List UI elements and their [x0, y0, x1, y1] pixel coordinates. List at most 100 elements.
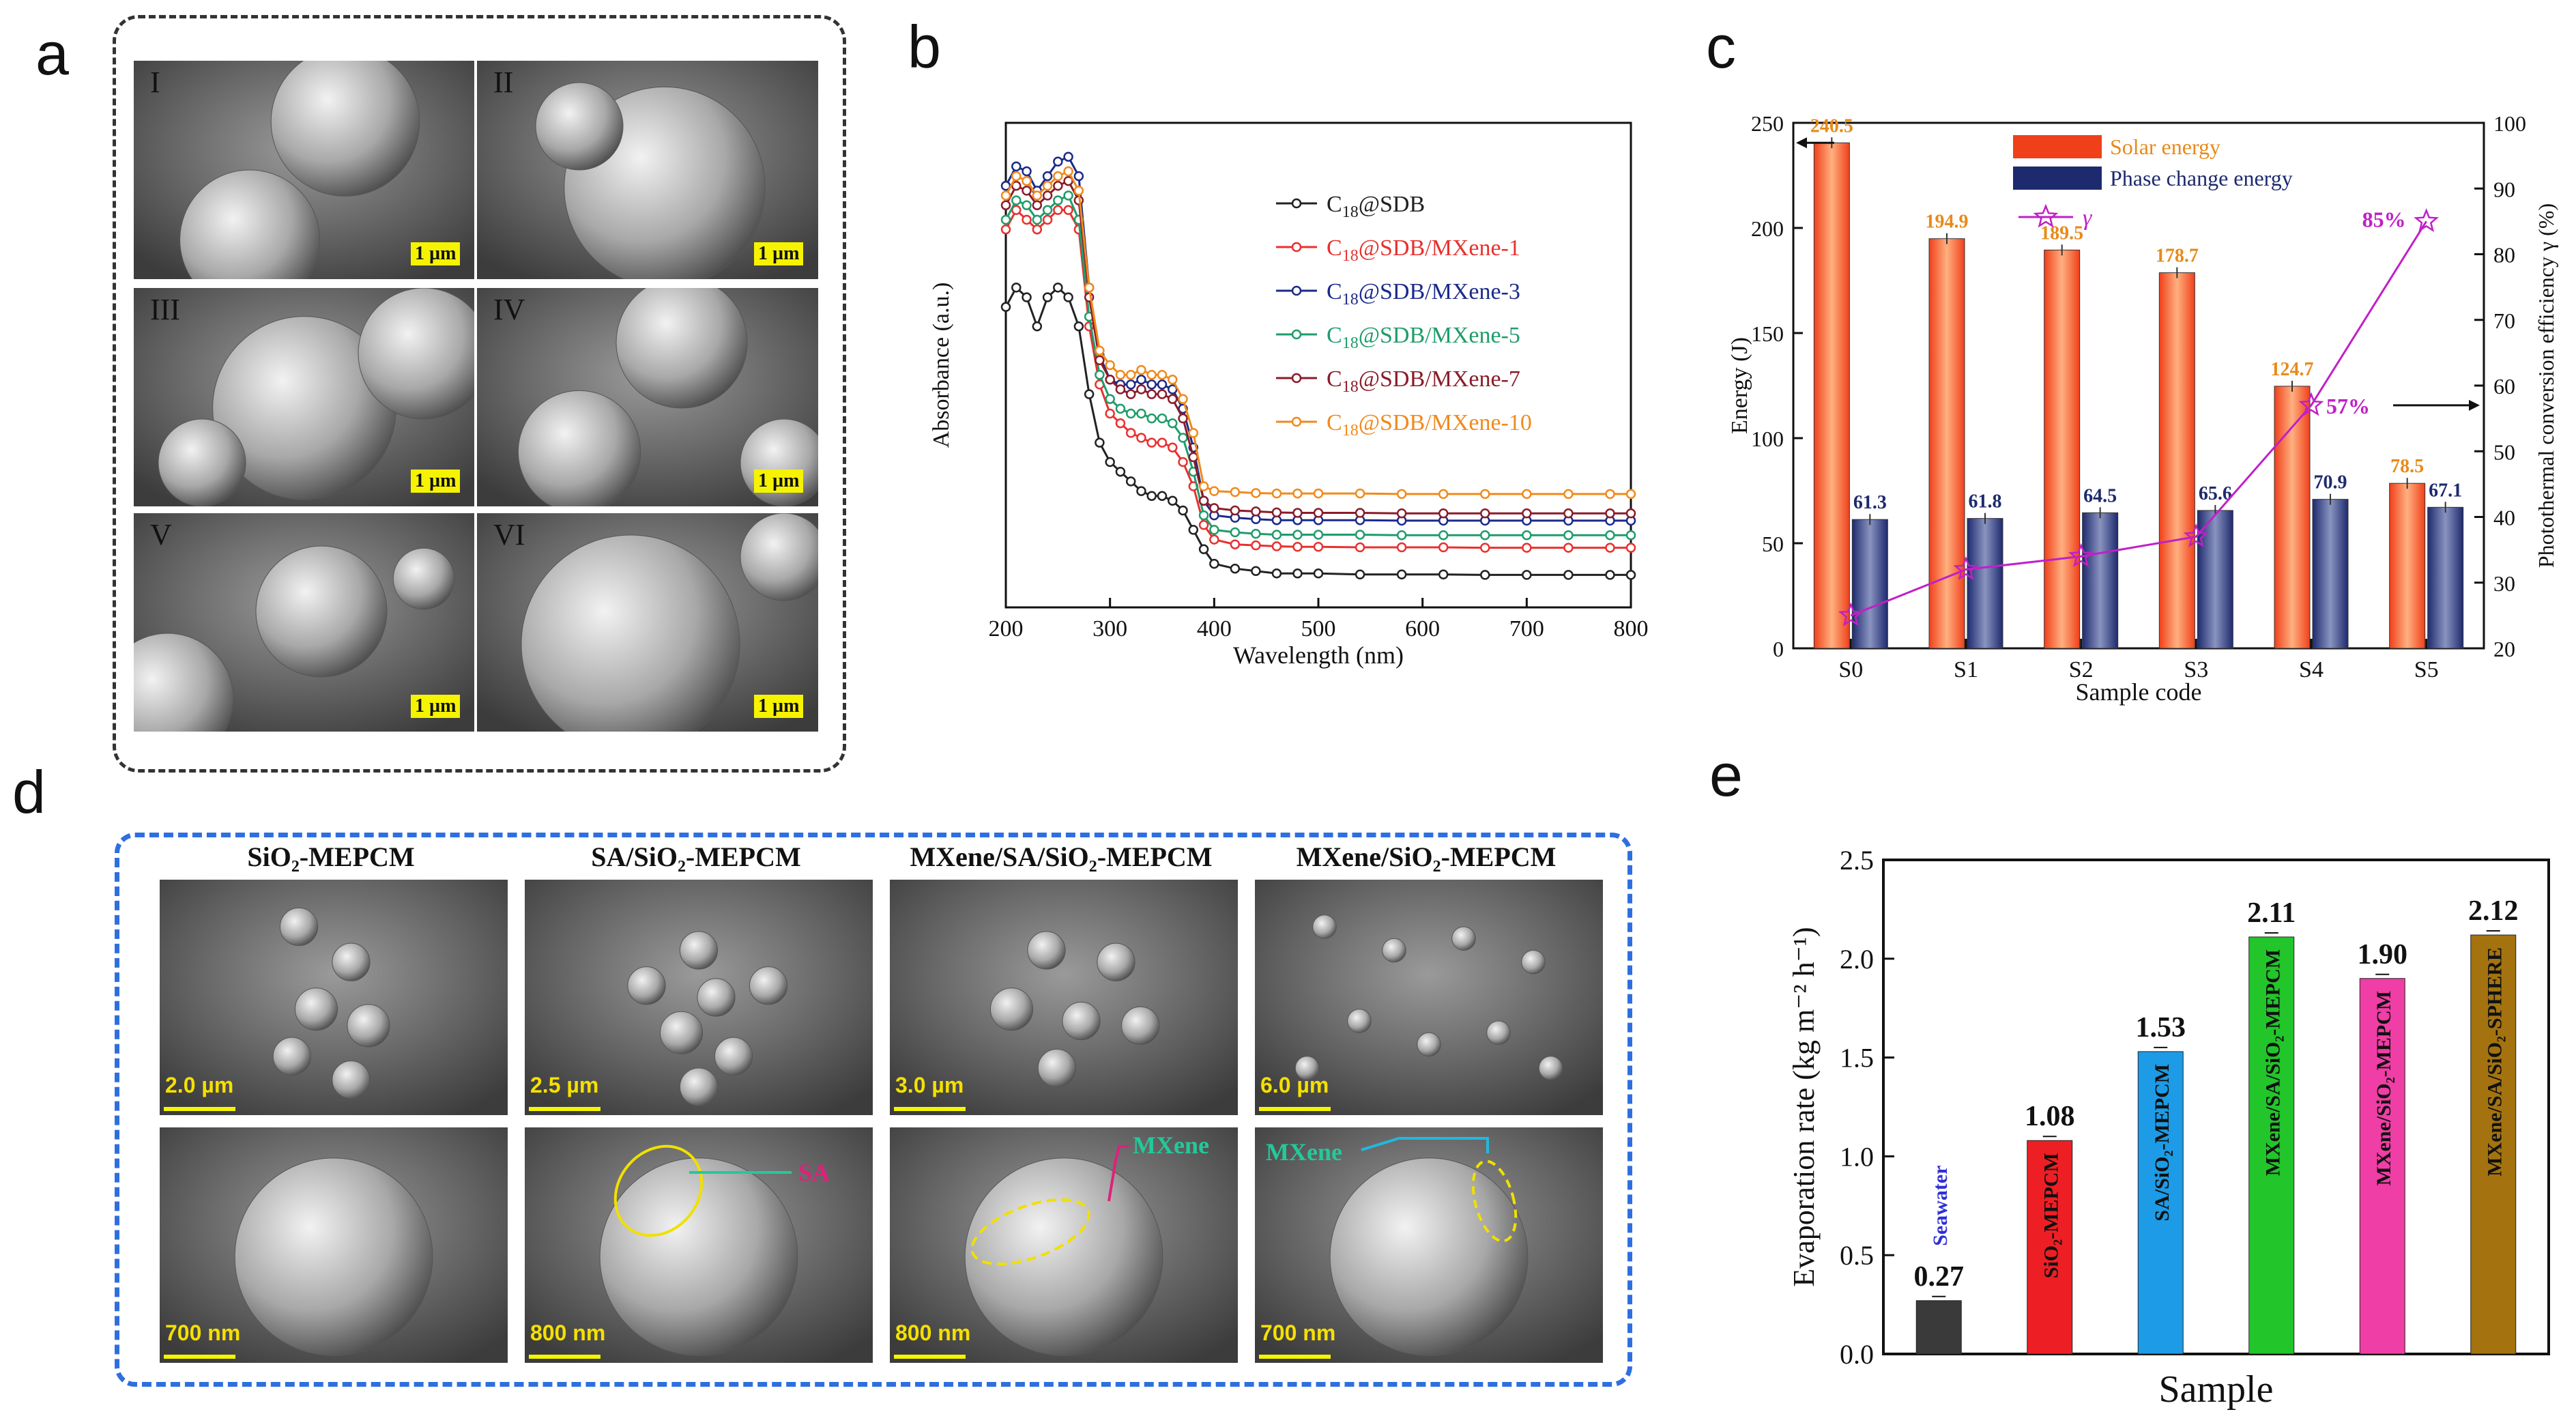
- data-point: [1157, 437, 1168, 448]
- data-point: [1230, 563, 1241, 574]
- data-point: [1625, 530, 1636, 540]
- data-point: [1188, 452, 1199, 463]
- sem-column-title: MXene/SA/SiO₂-MEPCM: [910, 841, 1213, 872]
- data-point: [1053, 205, 1063, 216]
- chart-b: 200 300 400 500 600 700 800 Wavelength (nm) Abso…: [929, 121, 1649, 669]
- bar-category-label: SiO₂-MEPCM: [2040, 1153, 2063, 1278]
- annotation-57: 57%: [2326, 394, 2370, 418]
- data-point: [1198, 481, 1209, 491]
- y-tick-label: 1.0: [1840, 1141, 1874, 1172]
- data-point: [1625, 543, 1636, 553]
- sem-roman-label: III: [150, 293, 180, 326]
- bar: [1851, 519, 1888, 649]
- sem-image-3: [131, 285, 478, 509]
- sem-particle: [679, 1067, 719, 1106]
- right-arrow-head: [2469, 399, 2480, 411]
- bar-value-label: 61.8: [1969, 491, 2002, 513]
- legend-entry: C18@SDB/MXene-3: [1327, 279, 1520, 308]
- legend-marker: [1291, 373, 1302, 384]
- bar-value-label: 78.5: [2390, 456, 2424, 477]
- data-point: [1313, 568, 1324, 579]
- data-point: [1271, 541, 1282, 551]
- data-point: [1105, 360, 1115, 371]
- series-line: [1004, 155, 1631, 522]
- bar-value-label: 1.53: [2136, 1012, 2186, 1043]
- sem-image-art: [890, 880, 1238, 1115]
- bar-value-label: 1.08: [2025, 1101, 2075, 1132]
- data-point: [1053, 195, 1063, 205]
- x-axis-label: Sample code: [2076, 678, 2202, 706]
- series-line: [1004, 170, 1631, 495]
- sem-particle: [234, 1157, 433, 1357]
- data-point: [1438, 530, 1449, 540]
- sem-particle: [179, 169, 320, 279]
- x-tick-label: S3: [2184, 657, 2208, 682]
- sem-particle: [134, 633, 234, 732]
- scale-bar-label: 700 nm: [1260, 1321, 1336, 1345]
- sem-particle: [347, 1004, 390, 1048]
- y-tick-label: 200: [1751, 216, 1784, 241]
- data-point: [1125, 369, 1136, 380]
- data-point: [1011, 195, 1022, 205]
- y-tick-label: 0.5: [1840, 1240, 1874, 1271]
- sem-particle: [714, 1037, 753, 1076]
- data-point: [1605, 489, 1615, 500]
- sem-particle: [964, 1157, 1163, 1357]
- data-point: [1168, 442, 1178, 452]
- x-tick-label: S1: [1954, 657, 1978, 682]
- data-point: [1146, 369, 1157, 380]
- data-point: [1438, 542, 1449, 553]
- data-point: [1522, 489, 1532, 500]
- data-point: [1146, 379, 1157, 390]
- data-point: [1157, 389, 1168, 399]
- data-point: [1146, 413, 1157, 424]
- sem-particle: [392, 547, 455, 610]
- sem-column-title: SA/SiO₂-MEPCM: [591, 841, 801, 872]
- bar: [2082, 512, 2119, 649]
- bar-category-label: MXene/SA/SiO₂-MEPCM: [2262, 949, 2285, 1176]
- bar: [2359, 978, 2405, 1355]
- data-point: [1053, 156, 1063, 167]
- sem-particle: [599, 1157, 798, 1357]
- data-point: [1230, 527, 1241, 538]
- data-point: [1522, 570, 1532, 580]
- efficiency-marker: [1953, 556, 1979, 581]
- sem-particle: [1097, 942, 1135, 981]
- x-tick-label: S5: [2414, 657, 2439, 682]
- x-tick-label: 300: [1092, 616, 1127, 642]
- sem-particle: [697, 978, 736, 1017]
- scale-bar-label: 1 µm: [754, 242, 804, 265]
- data-point: [1042, 214, 1053, 225]
- bar: [2158, 272, 2195, 649]
- sem-particle: [272, 1037, 311, 1076]
- scale-bar-label: 1 µm: [754, 470, 804, 493]
- data-point: [1230, 487, 1241, 498]
- data-point: [1178, 394, 1188, 404]
- sem-particle: [1538, 1056, 1563, 1080]
- scale-bar-label: 6.0 µm: [1260, 1073, 1329, 1097]
- data-point: [1000, 302, 1011, 313]
- bar: [2389, 482, 2426, 649]
- data-point: [1136, 375, 1146, 385]
- bar-value-label: 2.11: [2247, 897, 2296, 929]
- sem-bottom-image-1: [157, 1125, 510, 1366]
- data-point: [1355, 542, 1365, 553]
- data-point: [1042, 181, 1053, 191]
- sem-image-art: [134, 288, 475, 506]
- data-point: [1292, 568, 1303, 579]
- data-point: [1605, 570, 1615, 580]
- data-point: [1313, 530, 1324, 540]
- data-point: [1209, 503, 1219, 513]
- scale-bar: [164, 1355, 235, 1359]
- bar-value-label: 240.5: [1810, 115, 1853, 136]
- data-point: [1146, 437, 1157, 448]
- bar-value-label: 2.12: [2468, 895, 2519, 927]
- data-point: [1168, 375, 1178, 385]
- bar-category-label: MXene/SA/SiO₂-SPHERE: [2484, 947, 2506, 1177]
- sem-particle: [1486, 1020, 1511, 1045]
- sem-image-art: [1255, 880, 1603, 1115]
- y-tick-label: 2.5: [1840, 845, 1874, 876]
- data-point: [1105, 408, 1115, 419]
- y-tick-label: 150: [1751, 321, 1784, 346]
- data-point: [1125, 476, 1136, 487]
